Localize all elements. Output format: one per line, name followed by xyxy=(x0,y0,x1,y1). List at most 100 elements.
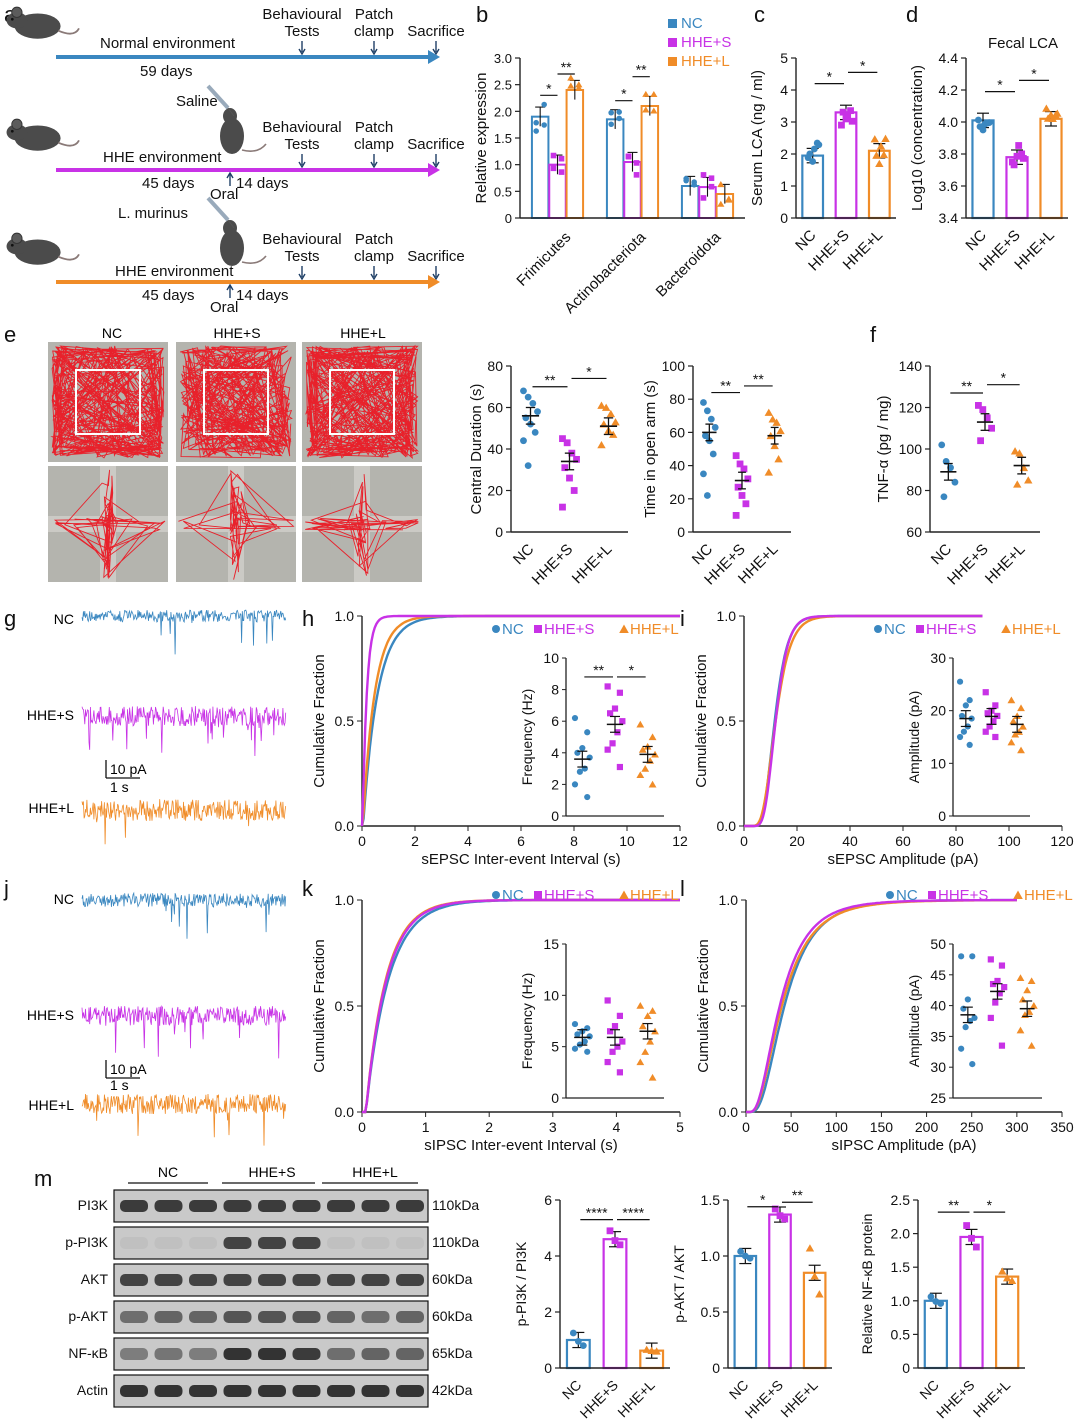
inset-data-point xyxy=(584,793,591,801)
legend-label: HHE+S xyxy=(544,621,594,638)
inset-y-tick-label: 8 xyxy=(551,682,559,698)
x-category-label: NC xyxy=(792,227,819,254)
data-point xyxy=(805,1244,815,1252)
cdf-line-HHE+L xyxy=(744,614,983,828)
data-point xyxy=(963,1222,971,1229)
data-point xyxy=(642,90,650,97)
inset-data-point xyxy=(641,1048,650,1055)
legend-label: HHE+S xyxy=(926,621,976,638)
inset-y-tick-label: 30 xyxy=(930,650,946,666)
blot-group-hhel: HHE+L xyxy=(352,1164,398,1180)
blot-band xyxy=(292,1274,321,1286)
x-category-label: NC xyxy=(559,1377,585,1403)
legend-label: HHE+L xyxy=(630,621,679,638)
x-category-label: Frimicutes xyxy=(513,229,574,290)
y-tick-label: 0.0 xyxy=(719,1104,739,1120)
inset-data-point xyxy=(1001,984,1008,991)
sipsc-trace-hhel xyxy=(81,1093,287,1146)
x-category-label: NC xyxy=(689,541,716,568)
event-sacrifice: Sacrifice xyxy=(407,23,465,40)
y-tick-label: 5 xyxy=(780,50,788,66)
cdf-line-HHE+S xyxy=(360,614,680,827)
data-point xyxy=(709,450,717,458)
y-axis-label: Amplitude (pA) xyxy=(906,975,922,1068)
inset-data-point xyxy=(611,1023,619,1030)
panel-a-timeline: Normal environment 59 days Saline HHE en… xyxy=(6,6,465,316)
data-point xyxy=(703,492,711,499)
inset-data-point xyxy=(958,1045,965,1052)
y-tick-label: 0 xyxy=(505,211,512,226)
x-tick-label: 4 xyxy=(464,833,472,849)
data-point xyxy=(574,1338,582,1345)
x-tick-label: 12 xyxy=(672,833,688,849)
sepsc-trace-nc xyxy=(81,609,287,655)
x-category-label: HHE+L xyxy=(569,541,616,588)
y-tick-label: 60 xyxy=(906,524,922,540)
x-tick-label: 0 xyxy=(742,1119,750,1135)
legend-marker xyxy=(619,890,629,899)
blot-band xyxy=(223,1311,252,1323)
inset-data-point xyxy=(619,1038,626,1045)
inset-data-point xyxy=(992,999,999,1006)
event-patch: Patch xyxy=(355,231,393,248)
plus-maze-track xyxy=(178,469,295,580)
cdf-line-NC xyxy=(746,898,1017,1114)
mouse-ear-icon xyxy=(11,118,23,130)
data-point xyxy=(1019,155,1027,162)
inset-data-point xyxy=(607,710,614,717)
x-tick-label: 10 xyxy=(619,833,635,849)
blot-band xyxy=(258,1311,286,1323)
legend-label: NC xyxy=(502,621,524,638)
event-sacrifice: Sacrifice xyxy=(407,248,465,265)
x-category-label: HHE+S xyxy=(529,541,577,589)
mouse-head-icon xyxy=(6,238,28,255)
inset-y-tick-label: 10 xyxy=(543,650,559,666)
x-tick-label: 20 xyxy=(789,833,805,849)
y-tick-label: 3.4 xyxy=(939,210,959,226)
blot-band xyxy=(154,1274,183,1286)
data-point xyxy=(847,107,854,115)
data-point xyxy=(968,1234,975,1242)
inset-y-tick-label: 5 xyxy=(551,1039,559,1055)
trace-g-label-nc: NC xyxy=(54,611,74,627)
data-point xyxy=(559,503,566,511)
data-point xyxy=(985,119,993,126)
data-point xyxy=(983,414,991,422)
mouse-body-icon xyxy=(220,230,244,266)
inset-data-point xyxy=(971,1014,978,1022)
inset-data-point xyxy=(998,1042,1006,1049)
data-point xyxy=(611,1237,619,1244)
inset-data-point xyxy=(648,733,657,741)
legend-label: HHE+L xyxy=(681,53,730,70)
data-point xyxy=(937,1300,945,1307)
data-point xyxy=(683,177,689,184)
panel-letter-e: e xyxy=(4,322,16,347)
data-point xyxy=(1010,161,1018,169)
data-point xyxy=(601,403,611,411)
panel-letter-g: g xyxy=(4,606,16,631)
inset-y-tick-label: 15 xyxy=(543,936,559,952)
x-tick-label: 0 xyxy=(358,833,366,849)
y-tick-label: 1.0 xyxy=(335,608,355,624)
blot-band xyxy=(292,1200,321,1212)
data-point xyxy=(717,180,725,188)
x-tick-label: 4 xyxy=(613,1119,621,1135)
x-category-label: NC xyxy=(510,541,537,568)
blot-size-label: 60kDa xyxy=(432,1271,473,1287)
mouse-eye-icon xyxy=(10,129,14,133)
data-point xyxy=(972,1243,980,1251)
legend-label: HHE+L xyxy=(1024,887,1073,904)
significance-label: ** xyxy=(753,371,764,387)
data-point xyxy=(633,172,640,178)
inset-data-point xyxy=(636,771,645,779)
data-point xyxy=(616,1241,624,1249)
timeline-2-oral: Oral xyxy=(210,186,238,203)
y-tick-label: 2.5 xyxy=(891,1192,911,1208)
center-zone xyxy=(329,369,395,435)
timeline-1-env: Normal environment xyxy=(100,35,236,52)
mouse-tail-icon xyxy=(57,139,80,147)
data-point xyxy=(781,1215,789,1223)
inset-data-point xyxy=(648,1007,657,1014)
mouse-tail-icon xyxy=(57,253,80,261)
x-tick-label: 300 xyxy=(1005,1119,1029,1135)
